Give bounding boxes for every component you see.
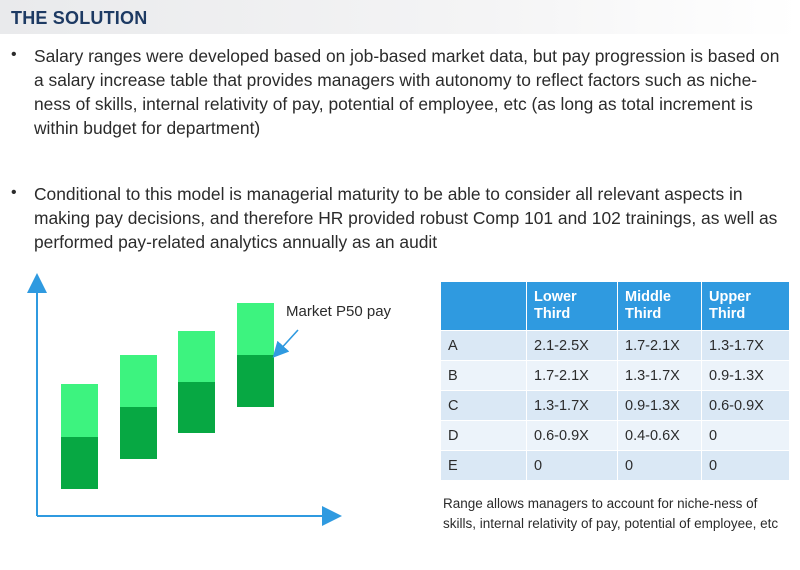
header-cell (440, 281, 527, 331)
table-cell: 2.1-2.5X (526, 330, 618, 361)
table-row: E 0 0 0 (440, 450, 790, 481)
market-p50-label: Market P50 pay (286, 303, 392, 320)
table-row: A 2.1-2.5X 1.7-2.1X 1.3-1.7X (440, 330, 790, 361)
range-bar-lower (61, 437, 98, 489)
row-label: C (440, 390, 527, 421)
table-cell: 0.4-0.6X (617, 420, 702, 451)
table-cell: 0 (701, 450, 790, 481)
row-label: B (440, 360, 527, 391)
table-cell: 1.3-1.7X (701, 330, 790, 361)
table-cell: 0 (617, 450, 702, 481)
table-cell: 0.9-1.3X (617, 390, 702, 421)
row-label: E (440, 450, 527, 481)
header-upper-third: Upper Third (701, 281, 790, 331)
salary-increase-table: Lower Third Middle Third Upper Third A 2.1-… (440, 281, 790, 481)
range-bar-upper (120, 355, 157, 407)
table-row: D 0.6-0.9X 0.4-0.6X 0 (440, 420, 790, 451)
table-header-row: Lower Third Middle Third Upper Third (440, 281, 790, 331)
header-lower-third: Lower Third (526, 281, 618, 331)
title-bar: THE SOLUTION (0, 0, 800, 34)
bullet-text: Conditional to this model is managerial … (34, 184, 778, 252)
row-label: A (440, 330, 527, 361)
table-cell: 1.7-2.1X (617, 330, 702, 361)
range-bar-lower (178, 382, 215, 433)
range-bar-lower (120, 407, 157, 459)
range-bar-upper (237, 303, 274, 355)
header-middle-third: Middle Third (617, 281, 702, 331)
range-bar-lower (237, 355, 274, 407)
market-pointer-arrow (272, 329, 299, 358)
range-note: Range allows managers to account for nic… (443, 496, 779, 531)
bullet-marker: • (11, 46, 17, 63)
range-bar-upper (61, 384, 98, 437)
table-cell: 0.6-0.9X (526, 420, 618, 451)
bullet-text: Salary ranges were developed based on jo… (34, 46, 780, 138)
table-cell: 1.7-2.1X (526, 360, 618, 391)
table-cell: 1.3-1.7X (617, 360, 702, 391)
table-row: B 1.7-2.1X 1.3-1.7X 0.9-1.3X (440, 360, 790, 391)
table-cell: 0 (701, 420, 790, 451)
table-cell: 1.3-1.7X (526, 390, 618, 421)
table-cell: 0.6-0.9X (701, 390, 790, 421)
range-bar-upper (178, 331, 215, 382)
bullet-marker: • (11, 184, 17, 201)
salary-range-diagram (27, 273, 342, 526)
table-cell: 0 (526, 450, 618, 481)
table-row: C 1.3-1.7X 0.9-1.3X 0.6-0.9X (440, 390, 790, 421)
row-label: D (440, 420, 527, 451)
page-title: THE SOLUTION (11, 8, 148, 28)
table-cell: 0.9-1.3X (701, 360, 790, 391)
